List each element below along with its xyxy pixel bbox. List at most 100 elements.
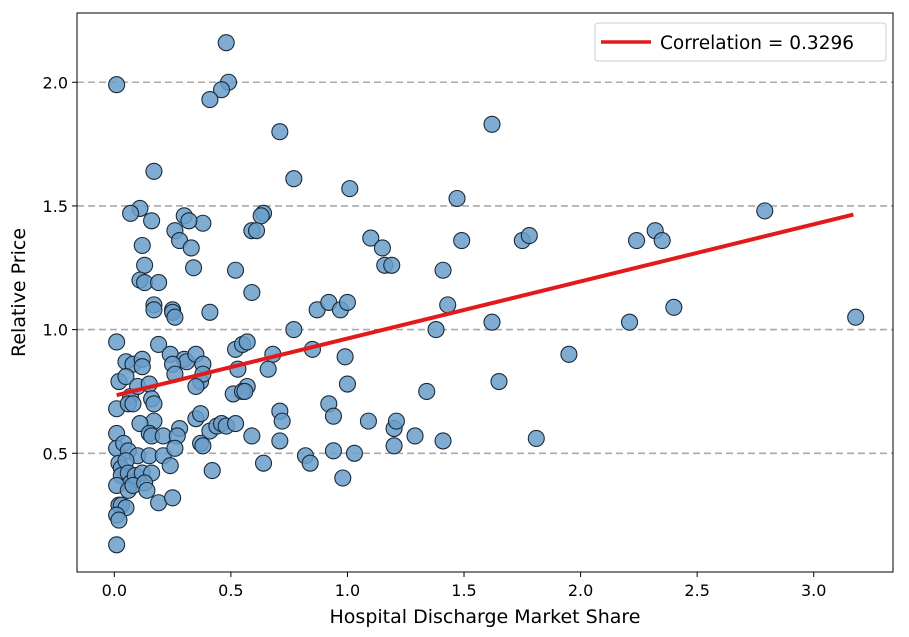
data-point (180, 212, 198, 230)
data-point (259, 360, 277, 378)
x-axis-title: Hospital Discharge Market Share (330, 606, 641, 628)
data-point (145, 395, 163, 413)
data-point (324, 442, 343, 460)
data-point (226, 261, 245, 279)
data-point (133, 358, 151, 376)
data-point (448, 189, 466, 208)
data-point (271, 432, 289, 450)
data-point (418, 382, 436, 400)
legend-label: Correlation = 0.3296 (660, 33, 854, 54)
x-tick-label: 1.0 (335, 581, 360, 600)
data-point (359, 412, 377, 430)
data-point (212, 81, 231, 99)
data-point (383, 256, 401, 274)
data-point (150, 274, 168, 292)
data-point (373, 239, 391, 257)
data-point (560, 345, 578, 363)
data-point (124, 395, 142, 413)
data-point (187, 377, 205, 396)
data-point (247, 222, 266, 240)
data-point (226, 415, 245, 433)
grid-lines (77, 81, 893, 455)
data-point (653, 232, 671, 250)
data-point (756, 202, 774, 220)
data-point (434, 432, 452, 450)
data-point (434, 261, 452, 279)
y-axis-ticks: 0.5 1.0 1.5 2.0 (43, 73, 77, 463)
data-point (336, 348, 354, 366)
data-point (236, 382, 254, 400)
data-point (338, 293, 356, 311)
data-point (194, 214, 212, 232)
legend: Correlation = 0.3296 (594, 22, 887, 62)
data-point (166, 439, 184, 457)
x-tick-label: 3.0 (801, 581, 826, 600)
data-point (324, 407, 343, 425)
plot-area-frame (76, 12, 894, 573)
data-point (110, 511, 128, 529)
trend-line-layer (116, 212, 854, 398)
data-point (387, 412, 405, 430)
data-point (439, 296, 457, 314)
data-point (490, 372, 508, 391)
data-point (427, 321, 445, 339)
x-tick-label: 0.5 (218, 581, 243, 600)
data-point (143, 212, 161, 230)
data-point (145, 301, 163, 319)
data-point (185, 259, 203, 277)
x-tick-label: 2.0 (568, 581, 593, 600)
data-point (252, 207, 270, 225)
data-point (136, 256, 154, 274)
y-tick-label: 1.0 (43, 321, 68, 340)
data-point (273, 412, 291, 430)
data-point (301, 454, 319, 472)
data-point (238, 333, 256, 351)
data-point (122, 204, 140, 222)
data-point (194, 437, 212, 455)
data-point (150, 335, 168, 353)
data-point (271, 123, 289, 141)
data-point (243, 283, 261, 302)
data-point (217, 34, 235, 52)
y-tick-label: 1.5 (43, 197, 68, 216)
legend-box (594, 22, 887, 62)
data-point (285, 321, 303, 339)
data-points (108, 34, 865, 554)
x-axis-ticks: 0.0 0.5 1.0 1.5 2.0 2.5 3.0 (102, 572, 826, 600)
x-tick-label: 1.5 (451, 581, 476, 600)
data-point (362, 229, 380, 247)
data-point (201, 303, 219, 321)
data-point (117, 368, 135, 386)
y-tick-label: 0.5 (43, 444, 68, 463)
data-point (620, 313, 639, 331)
data-point (243, 427, 261, 445)
data-point (527, 429, 545, 447)
x-tick-label: 0.0 (102, 581, 127, 600)
data-point (406, 427, 424, 445)
data-point (453, 232, 471, 250)
data-point (203, 462, 221, 480)
data-point (520, 227, 538, 245)
data-point (108, 76, 126, 94)
y-axis-title: Relative Price (8, 228, 30, 357)
data-point (138, 481, 156, 499)
data-point (627, 232, 646, 250)
data-point (164, 489, 182, 507)
data-point (665, 298, 683, 316)
data-point (285, 170, 303, 188)
data-point (108, 536, 126, 554)
data-point (192, 405, 210, 423)
data-point (341, 180, 359, 198)
data-point (483, 115, 501, 133)
data-point (133, 236, 151, 255)
data-point (385, 437, 403, 455)
y-tick-label: 2.0 (43, 73, 68, 92)
x-tick-label: 2.5 (684, 581, 709, 600)
data-point (161, 457, 179, 475)
data-point (338, 375, 356, 393)
data-point (182, 239, 200, 257)
data-point (847, 308, 865, 326)
data-point (483, 313, 501, 331)
data-point (345, 444, 363, 462)
